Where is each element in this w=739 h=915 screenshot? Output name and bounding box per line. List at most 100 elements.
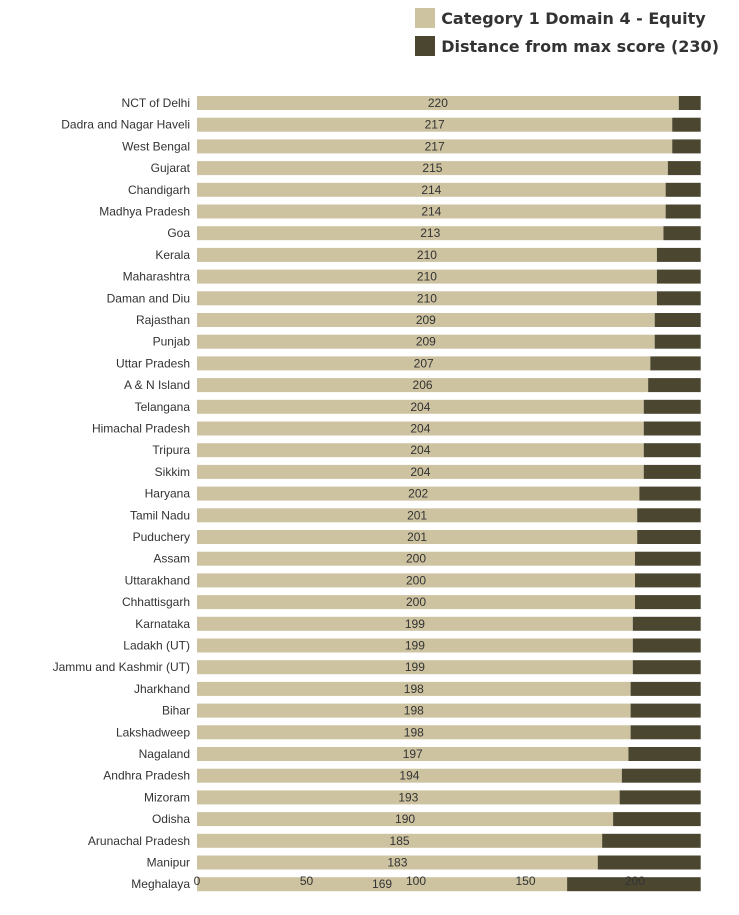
category-label: Rajasthan <box>136 313 190 327</box>
bar-distance <box>648 378 701 393</box>
value-label: 206 <box>413 378 433 392</box>
value-label: 209 <box>416 313 436 327</box>
category-label: Lakshadweep <box>116 725 190 739</box>
bar-distance <box>678 96 701 110</box>
bar-equity <box>197 161 668 176</box>
bar-distance <box>639 486 701 501</box>
value-label: 201 <box>407 530 427 544</box>
bar-distance <box>643 443 701 458</box>
category-label: Tamil Nadu <box>130 508 190 522</box>
bar-equity <box>197 204 666 219</box>
bar-distance <box>643 421 701 436</box>
category-label: Kerala <box>155 248 190 262</box>
value-label: 198 <box>404 725 424 739</box>
value-label: 207 <box>414 356 434 370</box>
value-label: 204 <box>410 422 430 436</box>
value-label: 169 <box>372 877 392 891</box>
category-label: Jharkhand <box>134 682 190 696</box>
bar-distance <box>656 269 701 284</box>
category-label: Gujarat <box>151 161 191 175</box>
category-label: Arunachal Pradesh <box>88 834 190 848</box>
legend-swatch-distance <box>415 36 436 56</box>
value-label: 190 <box>395 812 415 826</box>
bar-distance <box>665 182 701 197</box>
bar-distance <box>656 247 701 262</box>
bar-equity <box>197 291 657 306</box>
bar-equity <box>197 573 635 588</box>
bar-distance <box>630 725 701 740</box>
category-label: Daman and Diu <box>107 291 190 305</box>
category-label: Meghalaya <box>131 877 190 891</box>
value-label: 197 <box>403 747 423 761</box>
value-label: 204 <box>410 443 430 457</box>
bar-equity <box>197 703 631 718</box>
category-label: NCT of Delhi <box>122 96 190 110</box>
bar-equity <box>197 551 635 566</box>
category-label: Nagaland <box>139 747 190 761</box>
bar-distance <box>672 139 701 154</box>
value-labels: 220 217 217 215 214 214 213 210 210 210 209 209 207 2… <box>372 96 448 891</box>
bar-distance <box>654 334 701 349</box>
bar-distance <box>630 703 701 718</box>
bar-distance <box>643 464 701 479</box>
value-label: 201 <box>407 508 427 522</box>
value-label: 209 <box>416 335 436 349</box>
category-label: Uttar Pradesh <box>116 356 190 370</box>
legend-item-equity: Category 1 Domain 4 - Equity <box>415 8 719 28</box>
bar-equity <box>197 508 638 523</box>
category-label: Ladakh (UT) <box>123 639 190 653</box>
value-label: 199 <box>405 660 425 674</box>
x-tick-label: 150 <box>515 874 535 888</box>
category-label: Dadra and Nagar Haveli <box>61 118 190 132</box>
bar-distance <box>650 356 701 371</box>
bar-distance <box>628 747 701 761</box>
x-axis-ticks: 0 50 100 150 200 <box>194 874 646 888</box>
value-label: 214 <box>421 183 441 197</box>
category-labels: NCT of Delhi Dadra and Nagar Haveli West B… <box>53 96 191 891</box>
category-label: Punjab <box>153 335 191 349</box>
bar-equity <box>197 96 679 110</box>
bar-distance <box>637 530 701 544</box>
value-label: 210 <box>417 248 437 262</box>
category-label: Uttarakhand <box>125 573 190 587</box>
category-label: Madhya Pradesh <box>99 205 190 219</box>
category-label: Telangana <box>135 400 191 414</box>
category-label: Bihar <box>162 704 190 718</box>
bar-distance <box>665 204 701 219</box>
value-label: 198 <box>404 682 424 696</box>
bar-equity <box>197 334 655 349</box>
bar-distance <box>637 508 701 523</box>
value-label: 214 <box>421 205 441 219</box>
bar-distance <box>632 616 701 631</box>
bar-equity <box>197 486 640 501</box>
category-label: Mizoram <box>144 790 190 804</box>
value-label: 204 <box>410 400 430 414</box>
bar-distance <box>632 660 701 675</box>
bar-distance <box>663 226 701 241</box>
bar-distance <box>619 790 701 805</box>
value-label: 200 <box>406 552 426 566</box>
legend-swatch-equity <box>415 8 436 28</box>
bar-equity <box>197 790 620 805</box>
legend-label-equity: Category 1 Domain 4 - Equity <box>441 8 706 28</box>
legend-item-distance: Distance from max score (230) <box>415 36 719 56</box>
value-label: 210 <box>417 270 437 284</box>
bar-equity <box>197 117 673 132</box>
bar-distance <box>635 595 701 610</box>
bar-equity <box>197 247 657 262</box>
bar-equity <box>197 681 631 696</box>
bar-equity <box>197 595 635 610</box>
category-label: West Bengal <box>122 139 190 153</box>
category-label: Goa <box>167 226 190 240</box>
category-label: A & N Island <box>124 378 190 392</box>
bar-equity <box>197 313 655 327</box>
category-label: Jammu and Kashmir (UT) <box>53 660 190 674</box>
category-label: Himachal Pradesh <box>92 422 190 436</box>
value-label: 198 <box>404 704 424 718</box>
bar-equity <box>197 877 568 892</box>
bar-equity <box>197 421 644 436</box>
chart-legend: Category 1 Domain 4 - Equity Distance fr… <box>415 8 719 64</box>
bar-equity <box>197 660 633 675</box>
category-label: Manipur <box>147 856 190 870</box>
